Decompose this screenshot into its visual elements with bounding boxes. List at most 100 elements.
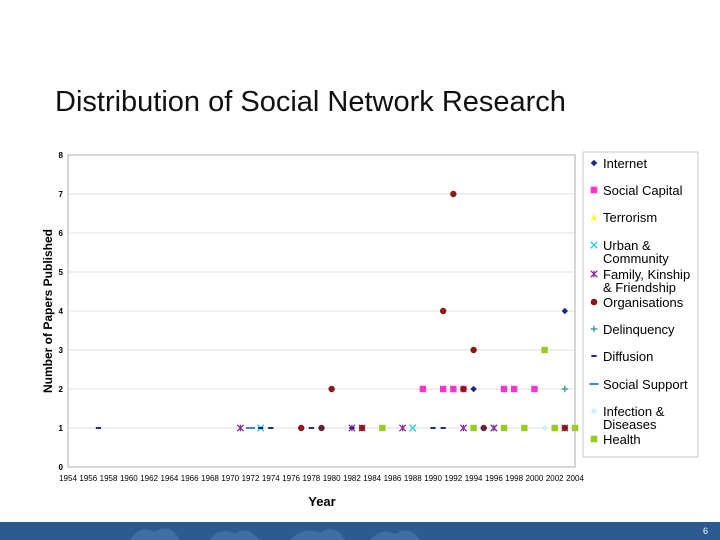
legend-marker-social-support [589, 383, 599, 385]
point-health [521, 424, 528, 432]
point-health [571, 424, 579, 432]
point-organisations [328, 385, 335, 393]
point-health [551, 424, 558, 432]
legend-marker-terrorism [590, 213, 598, 221]
y-tick-label: 1 [59, 424, 64, 433]
x-tick-label: 1984 [363, 474, 381, 483]
x-axis-title: Year [308, 494, 335, 509]
point-organisations [358, 424, 366, 432]
point-organisations [450, 190, 457, 198]
legend-label-urban-community: Urban & Community [603, 238, 669, 266]
x-tick-label: 1978 [302, 474, 320, 483]
x-tick-label: 1956 [79, 474, 97, 483]
x-tick-label: 1988 [404, 474, 422, 483]
data-points [95, 190, 579, 432]
point-internet [561, 307, 569, 315]
x-axis-ticks: 1954 1956 1958 1960 1962 1964 1966 1968 1970 1972… [59, 474, 584, 483]
x-tick-label: 1964 [161, 474, 179, 483]
legend-label-health: Health [603, 432, 641, 447]
x-tick-label: 1982 [343, 474, 361, 483]
page-number: 6 [702, 526, 708, 536]
legend: Internet Social Capital Terrorism Urban & Co… [589, 156, 690, 447]
x-tick-label: 1996 [485, 474, 503, 483]
legend-marker-health [590, 435, 598, 443]
footer-bar: 6 [0, 522, 720, 540]
legend-marker-urban-community [590, 241, 598, 249]
legend-marker-social-capital [590, 186, 598, 194]
legend-marker-delinquency [590, 325, 598, 333]
point-diffusion [471, 388, 477, 390]
y-tick-label: 4 [59, 307, 64, 316]
y-tick-label: 2 [59, 385, 64, 394]
legend-marker-diffusion [591, 355, 597, 357]
point-health [470, 424, 477, 432]
point-diffusion [95, 427, 101, 429]
y-tick-label: 7 [59, 190, 64, 199]
legend-label-social-capital: Social Capital [603, 183, 683, 198]
x-tick-label: 1966 [181, 474, 199, 483]
point-organisations [298, 424, 305, 432]
point-social-capital [531, 385, 538, 393]
x-tick-label: 2000 [526, 474, 544, 483]
slide-title: Distribution of Social Network Research [55, 86, 566, 118]
x-tick-label: 1976 [282, 474, 300, 483]
point-organisations [439, 307, 447, 315]
y-tick-label: 6 [59, 229, 64, 238]
point-diffusion [308, 427, 314, 429]
point-social-capital [439, 385, 447, 393]
point-organisations [460, 385, 467, 393]
point-family-kinship-friendship [490, 424, 498, 432]
x-tick-label: 1972 [242, 474, 260, 483]
x-tick-label: 1958 [100, 474, 118, 483]
point-diffusion [440, 427, 446, 429]
point-family-kinship-friendship [236, 424, 245, 432]
point-social-capital [510, 385, 518, 393]
y-axis-title: Number of Papers Published [41, 229, 55, 393]
x-tick-label: 1970 [221, 474, 239, 483]
y-tick-label: 8 [59, 151, 64, 160]
legend-label-organisations: Organisations [603, 295, 684, 310]
legend-box [582, 151, 699, 458]
footer-decoration-icon [130, 528, 420, 540]
legend-marker-infection-diseases [590, 407, 598, 415]
legend-label-family-kinship-friendship: Family, Kinship & Friendship [603, 267, 690, 295]
point-diffusion [481, 427, 487, 429]
legend-marker-internet [590, 159, 598, 167]
point-diffusion [430, 427, 436, 429]
x-tick-label: 1968 [201, 474, 219, 483]
legend-label-social-support: Social Support [603, 377, 688, 392]
point-infection-diseases [541, 424, 548, 432]
x-tick-label: 1998 [505, 474, 523, 483]
point-health [500, 424, 508, 432]
point-urban-community [409, 424, 417, 432]
point-diffusion [318, 427, 325, 429]
point-diffusion [349, 427, 355, 429]
x-tick-label: 1992 [444, 474, 462, 483]
legend-label-delinquency: Delinquency [603, 322, 675, 337]
y-tick-label: 5 [59, 268, 64, 277]
legend-label-diffusion: Diffusion [603, 349, 653, 364]
x-tick-label: 1962 [140, 474, 158, 483]
y-tick-label: 3 [59, 346, 64, 355]
point-diffusion [268, 427, 274, 429]
grid-lines [68, 193, 575, 429]
legend-label-internet: Internet [603, 156, 647, 171]
point-health [541, 346, 548, 354]
x-tick-label: 1954 [59, 474, 77, 483]
point-social-capital [419, 385, 427, 393]
legend-marker-organisations [590, 298, 598, 306]
point-diffusion [258, 427, 264, 429]
x-tick-label: 2002 [546, 474, 564, 483]
legend-label-terrorism: Terrorism [603, 210, 657, 225]
y-axis-ticks: 0 1 2 3 4 5 6 7 8 [59, 151, 64, 472]
x-tick-label: 1986 [384, 474, 402, 483]
legend-marker-family-kinship-friendship [590, 270, 598, 278]
x-tick-label: 1994 [465, 474, 483, 483]
x-tick-label: 1974 [262, 474, 280, 483]
point-social-support [246, 427, 255, 429]
y-tick-label: 0 [59, 463, 64, 472]
x-tick-label: 1960 [120, 474, 138, 483]
point-organisations [561, 424, 569, 432]
point-health [379, 424, 386, 432]
